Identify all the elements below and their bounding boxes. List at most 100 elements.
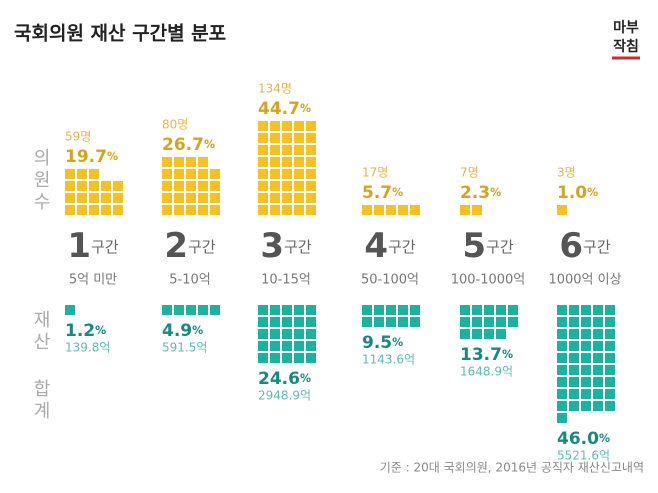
square [410,317,420,327]
category-number: 4 [364,226,388,266]
percent-label: 24.6% [258,369,311,389]
square [113,181,123,191]
square [174,193,184,203]
square [593,365,603,375]
amount-label: 2948.9억 [258,389,311,403]
square [593,377,603,387]
square [581,377,591,387]
square [198,157,208,167]
percent-label: 44.7% [258,99,311,119]
square [362,305,372,315]
category-number: 2 [164,226,188,266]
brand: 작침 [613,38,639,55]
percent-value: 19.7 [65,147,107,167]
square [258,145,268,155]
category-suffix: 구간 [388,238,416,256]
square [294,169,304,179]
square [282,353,292,363]
square [89,169,99,179]
square [65,305,75,315]
square [386,205,396,215]
square [581,317,591,327]
percent-label: 2.3% [460,183,501,203]
square [282,317,292,327]
square [472,205,482,215]
square [270,317,280,327]
square [101,193,111,203]
range-label: 100-1000억 [451,273,526,288]
category-label: 2구간 [164,226,215,266]
square [605,365,615,375]
square [282,341,292,351]
square [472,305,482,315]
square [460,305,470,315]
amount-label: 139.8억 [65,341,110,355]
square [294,205,304,215]
range-label: 50-100억 [361,273,419,288]
square [162,169,172,179]
range-label: 10-15억 [261,273,311,288]
category-suffix: 구간 [188,238,216,256]
square [306,133,316,143]
square [186,157,196,167]
category-number: 5 [462,226,486,266]
square [398,317,408,327]
square [605,329,615,339]
percent-label: 5.7% [362,183,403,203]
square [198,181,208,191]
square [362,205,372,215]
square [294,193,304,203]
square [581,305,591,315]
square [484,305,494,315]
percent-label: 13.7% [460,345,513,365]
square-group [557,205,567,215]
square [162,181,172,191]
square [306,193,316,203]
square [605,317,615,327]
square [89,181,99,191]
square [113,205,123,215]
percent-unit: % [192,324,203,337]
square [258,317,268,327]
amount-label: 5521.6억 [557,449,610,463]
square [186,205,196,215]
square [593,317,603,327]
amount-label: 591.5억 [162,341,207,355]
square [174,157,184,167]
square [294,353,304,363]
square-group [162,305,220,315]
square [174,169,184,179]
percent-unit: % [300,372,311,385]
range-label: 5억 미만 [69,273,117,288]
square [496,329,506,339]
square [306,157,316,167]
square-group [162,157,220,215]
square [557,365,567,375]
square-group [65,305,75,315]
square [557,329,567,339]
category-suffix: 구간 [91,238,119,256]
square [306,205,316,215]
square [162,305,172,315]
percent-unit: % [490,186,501,199]
category-number: 6 [559,226,583,266]
square [294,341,304,351]
square [162,205,172,215]
square [270,181,280,191]
category-number: 3 [260,226,284,266]
square [174,181,184,191]
square [306,329,316,339]
percent-value: 46.0 [557,429,599,449]
percent-unit: % [95,324,106,337]
category-label: 1구간 [67,226,118,266]
square [581,389,591,399]
source: 기준 : 20대 국회의원, 2016년 공직자 재산신고내역 [380,461,644,475]
category-label: 4구간 [364,226,415,266]
square [374,305,384,315]
category-label: 6구간 [559,226,610,266]
percent-label: 1.0% [557,183,598,203]
square [460,329,470,339]
square [198,193,208,203]
square [557,401,567,411]
square [101,181,111,191]
